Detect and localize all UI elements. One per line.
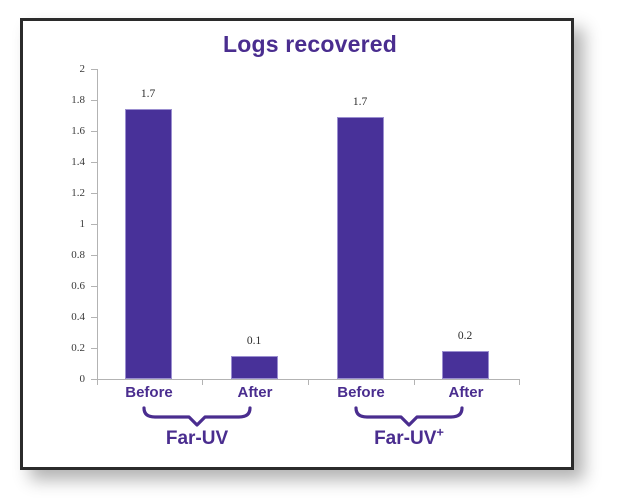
x-tick-mark (97, 379, 98, 385)
y-tick-mark (91, 317, 97, 318)
group-label-superscript: + (436, 424, 444, 440)
group-label-far-uv-plus-text: Far-UV (374, 428, 437, 449)
y-tick-mark (91, 193, 97, 194)
y-tick-label: 0.4 (71, 311, 85, 323)
category-label-before-1: Before (125, 384, 173, 401)
y-tick-label: 1 (79, 218, 86, 230)
bar-value-label: 1.7 (140, 88, 156, 101)
y-tick-mark (91, 162, 97, 163)
bar (125, 109, 172, 379)
figure-frame (20, 18, 574, 470)
x-tick-mark (308, 379, 309, 385)
chart-title: Logs recovered (222, 31, 398, 57)
category-label-after-1: After (237, 384, 273, 401)
y-tick-label: 0.2 (71, 342, 85, 354)
bar-value-label: 0.2 (457, 330, 473, 343)
group-label-far-uv-plus: Far-UV+ (319, 424, 499, 450)
y-tick-mark (91, 379, 97, 380)
y-tick-label: 0 (79, 373, 86, 385)
x-tick-mark (202, 379, 203, 385)
y-tick-mark (91, 100, 97, 101)
category-label-before-2: Before (337, 384, 385, 401)
y-tick-mark (91, 255, 97, 256)
bar (442, 351, 489, 379)
group-brace-far-uv (142, 406, 252, 427)
x-tick-mark (414, 379, 415, 385)
y-tick-mark (91, 224, 97, 225)
group-label-far-uv: Far-UV (107, 428, 287, 450)
y-tick-label: 2 (79, 63, 86, 75)
y-tick-label: 0.6 (71, 280, 85, 292)
y-tick-label: 1.8 (71, 94, 85, 106)
y-tick-mark (91, 348, 97, 349)
bar (231, 355, 278, 379)
category-label-after-2: After (448, 384, 484, 401)
y-tick-mark (91, 286, 97, 287)
bar-value-label: 1.7 (352, 96, 368, 109)
group-label-far-uv-text: Far-UV (165, 428, 229, 449)
y-tick-label: 1.2 (71, 187, 85, 199)
y-tick-mark (91, 69, 97, 70)
y-tick-mark (91, 131, 97, 132)
group-brace-far-uv-plus (354, 406, 464, 427)
y-tick-label: 1.6 (71, 125, 85, 137)
y-axis-line (97, 69, 98, 380)
bar-value-label: 0.1 (246, 334, 262, 347)
y-tick-label: 1.4 (71, 156, 85, 168)
x-tick-mark (519, 379, 520, 385)
y-tick-label: 0.8 (71, 249, 85, 261)
bar (337, 117, 384, 379)
